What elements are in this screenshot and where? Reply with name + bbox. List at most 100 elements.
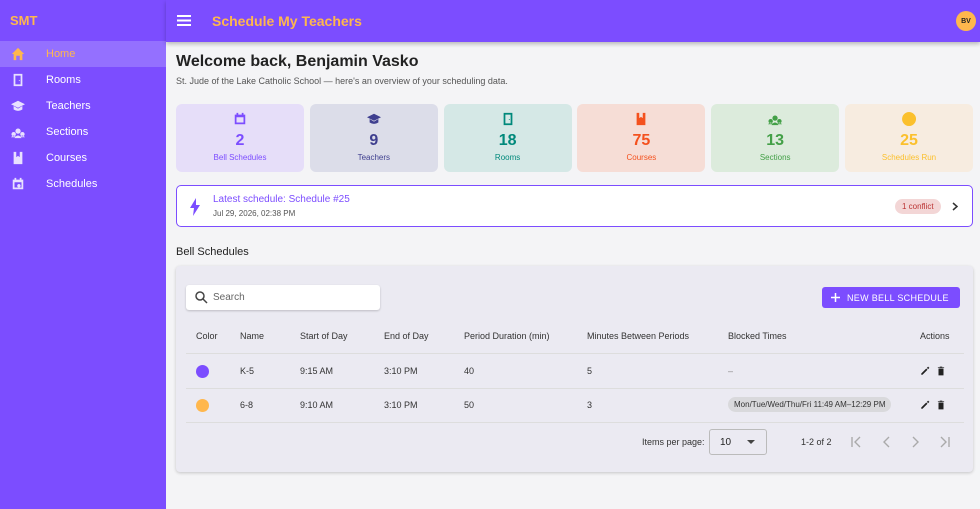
column-header: Actions [920,331,950,341]
items-per-page-label: Items per page: [642,437,705,447]
top-bar: Schedule My Teachers BV [166,0,980,42]
delete-button[interactable] [936,366,946,376]
page-range: 1-2 of 2 [801,437,832,447]
page-size-select[interactable]: 10 [709,429,767,455]
stat-card[interactable]: 2 Bell Schedules [176,104,304,172]
cell: – [728,366,734,376]
row-divider [186,422,964,423]
cell: 5 [587,366,593,376]
column-header: Blocked Times [728,331,787,341]
stat-card[interactable]: 9 Teachers [309,104,438,172]
stat-label: Schedules Run [881,153,937,162]
cell: 9:15 AM [300,366,334,376]
chevron [952,202,958,211]
nav-label: Schedules [46,178,98,190]
column-header: End of Day [384,331,429,341]
color-dot [196,365,209,378]
icon [12,177,24,190]
column-header: Name [240,331,265,341]
blocked-chip: Mon/Tue/Wed/Thu/Fri 11:49 AM–12:29 PM [728,397,892,412]
icon [902,112,916,126]
section-title: Bell Schedules [176,246,249,258]
stat-label: Teachers [357,153,391,162]
plus-icon [831,293,840,302]
new-bell-schedule-button[interactable]: NEW BELL SCHEDULE [822,287,960,308]
nav-label: Teachers [46,100,91,112]
app-title: Schedule My Teachers [212,13,362,29]
cell: 40 [464,366,475,376]
latest-title: Latest schedule: Schedule #25 [213,194,350,205]
page-controls [851,436,950,448]
cell: 3:10 PM [384,366,418,376]
icon [234,112,246,125]
stat-value: 13 [766,132,785,149]
last-page[interactable] [940,436,950,448]
page-size: 10 [720,437,732,448]
nav-label: Courses [46,152,87,164]
icon [768,115,783,126]
search-box[interactable]: Search [186,285,380,310]
edit-button[interactable] [920,400,930,410]
stat-card[interactable]: 13 Sections [711,104,840,172]
nav-item[interactable]: Sections [0,119,166,145]
stat-label: Rooms [494,153,521,162]
menu-button[interactable] [177,15,191,26]
search-placeholder: Search [213,292,245,303]
latest-date: Jul 29, 2026, 02:38 PM [213,209,296,218]
sidebar: SMT Home Rooms Teachers Sections Courses Sche… [0,0,166,509]
icon [13,73,23,87]
previous-page[interactable] [883,436,890,448]
search-icon [195,291,208,304]
welcome-title: Welcome back, Benjamin Vasko [176,53,419,70]
cell: 9:10 AM [300,400,334,410]
delete-button[interactable] [936,400,946,410]
brand[interactable]: SMT [10,13,38,28]
nav-label: Sections [46,126,89,138]
latest-schedule[interactable]: Latest schedule: Schedule #25 Jul 29, 20… [176,185,973,227]
stat-label: Bell Schedules [213,153,267,162]
nav-label: Home [46,48,76,60]
nav-item[interactable]: Courses [0,145,166,171]
next-page[interactable] [912,436,919,448]
bolt-icon [190,198,200,216]
stat-value: 9 [369,132,379,149]
icon [11,100,25,111]
welcome-subtitle: St. Jude of the Lake Catholic School — h… [176,76,508,86]
button-label: NEW BELL SCHEDULE [847,292,949,303]
nav-item[interactable]: Rooms [0,67,166,93]
avatar[interactable]: BV [956,11,976,31]
column-header: Period Duration (min) [464,331,550,341]
icon [11,128,25,139]
edit-button[interactable] [920,366,930,376]
column-header: Minutes Between Periods [587,331,690,341]
stat-value: 2 [235,132,245,149]
stat-value: 75 [632,132,651,149]
icon [13,151,23,165]
stat-value: 18 [498,132,517,149]
nav-item[interactable]: Teachers [0,93,166,119]
cell: K-5 [240,366,255,376]
icon [637,112,646,126]
stat-card[interactable]: 18 Rooms [443,104,572,172]
stat-label: Sections [759,153,791,162]
stat-card[interactable]: 75 Courses [577,104,706,172]
stat-card[interactable]: 25 Schedules Run [845,104,973,172]
color-dot [196,399,209,412]
row-actions [920,366,946,376]
row-actions [920,400,946,410]
nav-item[interactable]: Schedules [0,171,166,197]
row-divider [186,353,964,354]
icon [503,112,512,126]
cell: 3 [587,400,593,410]
cell: 50 [464,400,475,410]
cell: 6-8 [240,400,254,410]
dropdown-arrow [747,440,755,444]
nav-label: Rooms [46,74,81,86]
row-divider [186,388,964,389]
first-page[interactable] [851,436,861,448]
conflict-badge: 1 conflict [895,199,941,214]
column-header: Start of Day [300,331,348,341]
column-header: Color [196,331,218,341]
nav-item[interactable]: Home [0,41,166,67]
